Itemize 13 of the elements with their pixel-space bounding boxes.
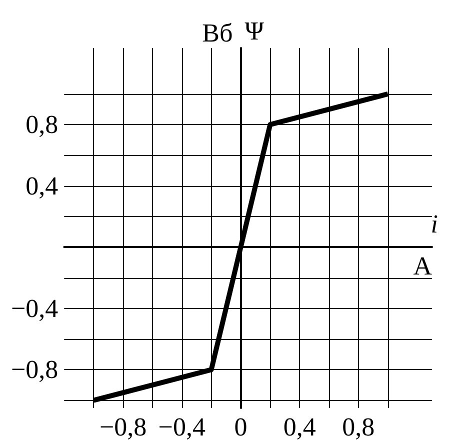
- x-axis-title: i: [430, 210, 438, 239]
- y-tick-label: −0,4: [10, 294, 58, 323]
- x-tick-label: −0,8: [99, 412, 147, 442]
- y-tick-label: −0,8: [10, 355, 58, 384]
- text: Вб: [202, 18, 233, 48]
- x-tick-label: 0: [234, 412, 248, 442]
- y-tick-label: 0,4: [26, 171, 58, 200]
- x-tick-label: −0,4: [158, 412, 206, 442]
- y-axis-title: Ψ: [244, 16, 265, 46]
- x-tick-label: 0,8: [342, 412, 375, 442]
- y-tick-label: 0,8: [26, 110, 58, 140]
- x-tick-label: 0,4: [283, 412, 316, 442]
- annotation: А: [413, 252, 432, 281]
